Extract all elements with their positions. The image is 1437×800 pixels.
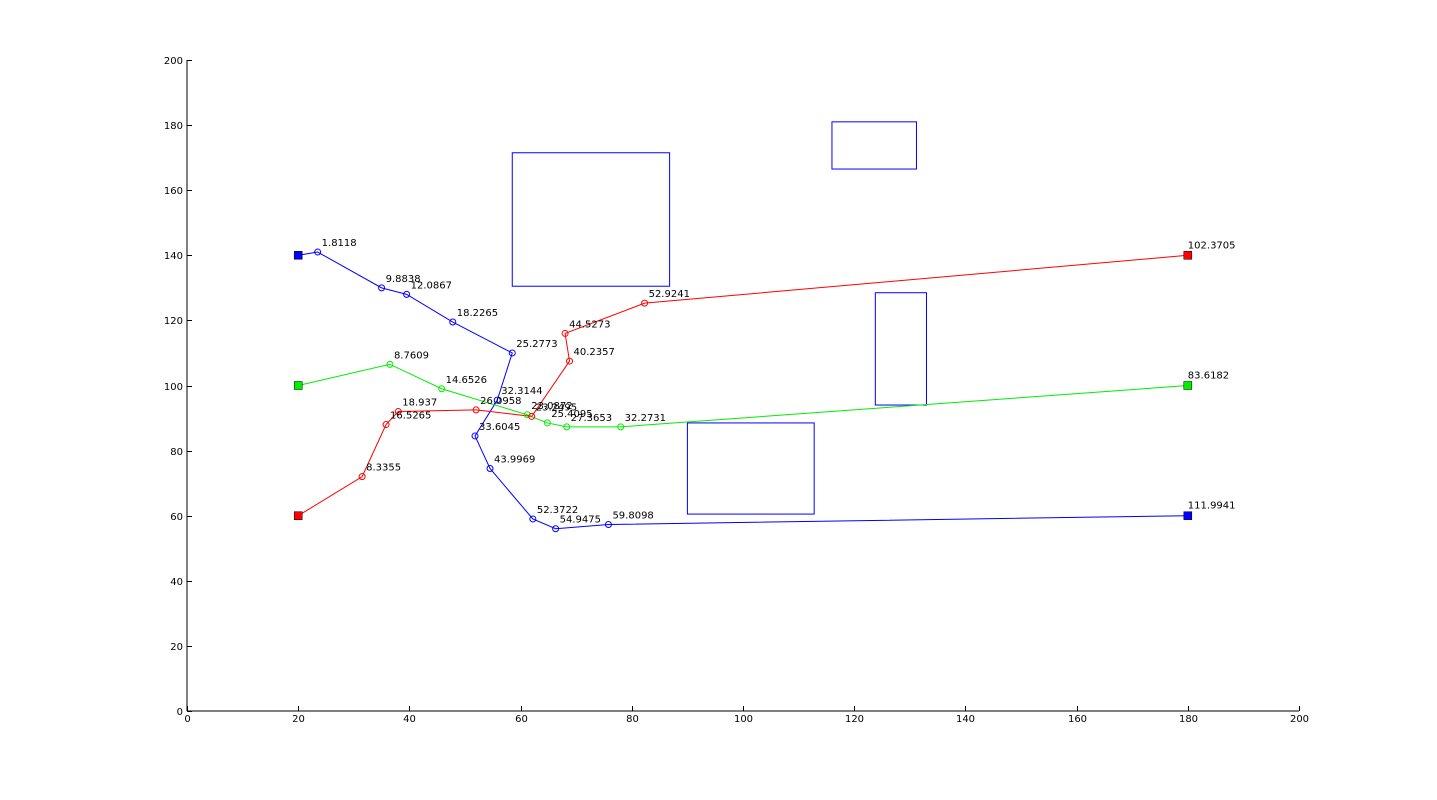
- endpoint-marker-3: [293, 381, 303, 390]
- y-tick-label-1: 20: [170, 642, 183, 653]
- series-line-1: [298, 251, 1188, 530]
- waypoint-marker-2-6: [617, 423, 625, 431]
- x-tick-label-6: 120: [845, 714, 864, 725]
- waypoint-marker-1-1: [314, 248, 322, 256]
- y-tick-label-0: 0: [177, 707, 183, 718]
- x-tick-label-1: 20: [292, 714, 305, 725]
- axes-layer: 0 20 40 60 80 100 120 140 160 180 200 0 20 40 60 80 100 1…: [164, 56, 1309, 725]
- waypoint-label-3-7: 44.5273: [569, 319, 610, 330]
- waypoint-label-3-2: 16.5265: [390, 411, 431, 422]
- waypoint-marker-1-6: [493, 396, 501, 404]
- waypoint-label-1-7: 33.6045: [479, 422, 520, 433]
- series-line-2: [298, 363, 1188, 428]
- obstacle-rect-4: [874, 292, 927, 406]
- x-tick-label-8: 160: [1068, 714, 1087, 725]
- waypoint-marker-3-7: [561, 329, 569, 337]
- end-label-2: 83.6182: [1188, 371, 1229, 382]
- waypoint-marker-1-8: [486, 465, 494, 473]
- waypoint-marker-1-3: [403, 290, 411, 298]
- waypoint-marker-2-1: [386, 360, 394, 368]
- endpoint-marker-1: [293, 251, 303, 260]
- endpoint-marker-4: [1183, 381, 1193, 390]
- waypoint-label-1-11: 59.8098: [612, 510, 653, 521]
- waypoint-label-3-6: 40.2357: [574, 347, 615, 358]
- series-layer: [297, 251, 1188, 530]
- obstacle-rect-3: [831, 121, 917, 170]
- obstacle-rect-2: [686, 422, 815, 515]
- waypoint-marker-1-11: [604, 520, 612, 528]
- waypoint-marker-1-7: [471, 432, 479, 440]
- waypoint-marker-3-5: [528, 412, 536, 420]
- endpoint-marker-5: [293, 511, 303, 520]
- end-label-1: 111.9941: [1188, 501, 1236, 512]
- x-tick-label-0: 0: [184, 714, 190, 725]
- waypoint-label-1-6: 32.3144: [501, 386, 542, 397]
- waypoint-label-3-3: 18.937: [402, 398, 437, 409]
- endpoint-marker-6: [1183, 251, 1193, 260]
- x-tick-label-4: 80: [626, 714, 639, 725]
- waypoint-label-2-6: 32.2731: [625, 413, 666, 424]
- waypoint-label-1-5: 25.2773: [516, 339, 557, 350]
- waypoint-label-2-1: 8.7609: [394, 350, 429, 361]
- end-label-3: 102.3705: [1188, 240, 1236, 251]
- waypoint-label-2-2: 14.6526: [446, 375, 487, 386]
- waypoint-label-1-3: 12.0867: [411, 280, 452, 291]
- x-tick-label-9: 180: [1179, 714, 1198, 725]
- y-tick-label-10: 200: [164, 56, 183, 67]
- waypoint-marker-1-9: [529, 515, 537, 523]
- waypoint-label-2-3: 23.0872: [531, 401, 572, 412]
- x-tick-label-5: 100: [734, 714, 753, 725]
- x-tick-label-2: 40: [403, 714, 416, 725]
- waypoint-marker-2-2: [438, 385, 446, 393]
- y-tick-label-8: 160: [164, 186, 183, 197]
- waypoint-marker-2-4: [543, 419, 551, 427]
- waypoint-marker-3-8: [641, 299, 649, 307]
- waypoint-label-3-1: 8.3355: [366, 463, 401, 474]
- y-tick-label-2: 40: [170, 577, 183, 588]
- endpoint-marker-2: [1183, 511, 1193, 520]
- markers-layer: [293, 248, 1193, 533]
- waypoint-label-2-4: 25.4095: [551, 409, 592, 420]
- waypoint-marker-3-6: [566, 357, 574, 365]
- waypoint-marker-1-2: [378, 284, 386, 292]
- y-tick-label-7: 140: [164, 251, 183, 262]
- waypoint-marker-1-5: [508, 349, 516, 357]
- waypoint-marker-3-2: [382, 421, 390, 429]
- obstacle-rect-1: [511, 152, 671, 287]
- waypoint-marker-1-4: [449, 318, 457, 326]
- waypoint-label-1-8: 43.9969: [494, 455, 535, 466]
- y-tick-label-3: 60: [170, 512, 183, 523]
- waypoint-label-3-8: 52.9241: [649, 289, 690, 300]
- waypoint-marker-3-3: [394, 408, 402, 416]
- waypoint-marker-3-1: [358, 473, 366, 481]
- waypoint-marker-1-10: [552, 525, 560, 533]
- waypoint-label-2-5: 27.3653: [571, 413, 612, 424]
- x-tick-label-7: 140: [956, 714, 975, 725]
- waypoint-label-1-2: 9.8838: [386, 274, 421, 285]
- series-line-3: [297, 254, 1188, 517]
- waypoint-label-1-10: 54.9475: [560, 515, 601, 526]
- waypoint-marker-2-3: [523, 411, 531, 419]
- obstacles-layer: [511, 121, 927, 515]
- x-tick-label-3: 60: [515, 714, 528, 725]
- waypoint-label-1-1: 1.8118: [322, 238, 357, 249]
- y-tick-label-5: 100: [164, 382, 183, 393]
- waypoint-label-1-9: 52.3722: [537, 505, 578, 516]
- y-tick-label-9: 180: [164, 121, 183, 132]
- waypoint-marker-3-4: [472, 406, 480, 414]
- waypoint-label-3-4: 26.0958: [480, 396, 521, 407]
- x-tick-label-10: 200: [1290, 714, 1309, 725]
- y-tick-label-4: 80: [170, 447, 183, 458]
- waypoint-label-3-5: 23.2495: [536, 402, 577, 413]
- waypoint-marker-2-5: [563, 423, 571, 431]
- waypoint-label-1-4: 18.2265: [457, 308, 498, 319]
- y-tick-label-6: 120: [164, 316, 183, 327]
